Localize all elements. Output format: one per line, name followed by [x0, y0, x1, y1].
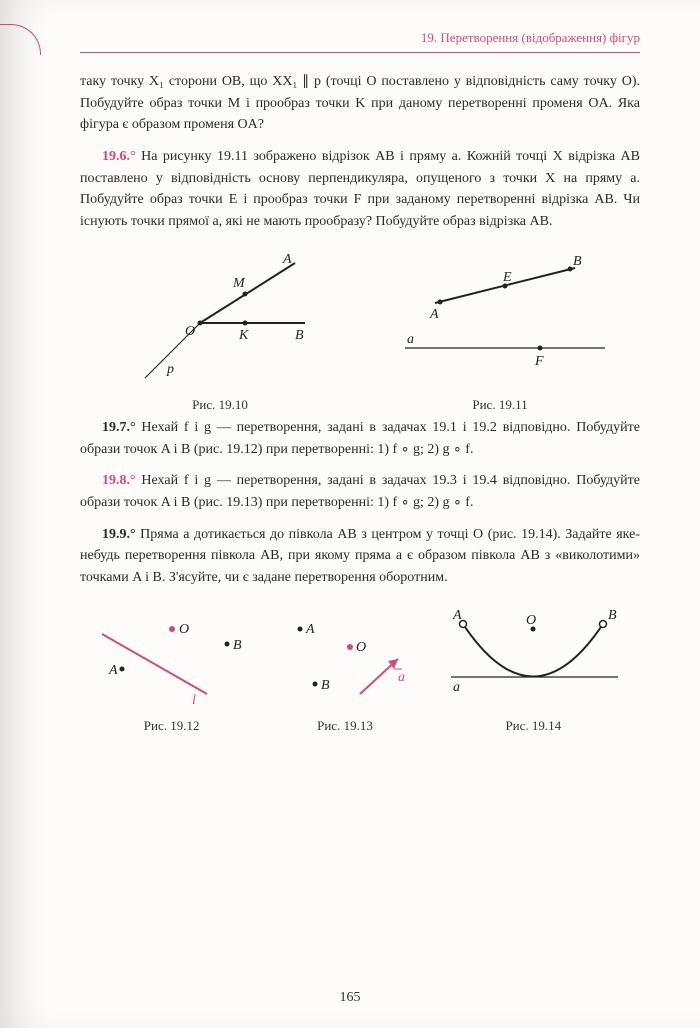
figure-19-14: A B O a Рис. 19.14: [433, 599, 633, 734]
label-O3: O: [179, 622, 189, 637]
label-F: F: [534, 354, 544, 369]
label-A3: A: [108, 663, 118, 678]
caption-19-11: Рис. 19.11: [385, 397, 615, 413]
fig-19-12-svg: O A B l: [87, 599, 257, 714]
figure-19-11: A E B a F Рис. 19.11: [385, 243, 615, 413]
problem-19-8: 19.8.° Нехай f і g — перетворення, задан…: [80, 470, 640, 513]
fig-19-11-svg: A E B a F: [385, 243, 615, 393]
label-B5: B: [608, 608, 617, 623]
problem-number: 19.9.°: [102, 527, 136, 542]
label-a2: a: [398, 670, 405, 685]
label-p: p: [166, 362, 174, 377]
label-a: a: [407, 332, 414, 347]
caption-19-12: Рис. 19.12: [87, 718, 257, 734]
label-A: A: [282, 252, 292, 267]
figure-19-12: O A B l Рис. 19.12: [87, 599, 257, 734]
label-O5: O: [526, 613, 536, 628]
problem-number: 19.7.°: [102, 420, 136, 435]
label-B3: B: [233, 638, 242, 653]
problem-text: Нехай f і g — перетворення, задані в зад…: [80, 473, 640, 510]
caption-19-13: Рис. 19.13: [270, 718, 420, 734]
header-curve: [0, 24, 41, 55]
chapter-header: 19. Перетворення (відображення) фігур: [80, 30, 640, 53]
label-B4: B: [321, 678, 330, 693]
problem-19-9: 19.9.° Пряма a дотикається до півкола AB…: [80, 524, 640, 589]
figure-19-10: A M O K B p Рис. 19.10: [105, 243, 335, 413]
paragraph-continuation: таку точку X₁ сторони OB, що XX₁ ∥ p (то…: [80, 71, 640, 136]
fig-19-14-svg: A B O a: [433, 599, 633, 714]
figure-row-2: O A B l Рис. 19.12 A B O a Ри: [80, 599, 640, 734]
problem-number: 19.8.°: [102, 473, 136, 488]
figure-19-13: A B O a Рис. 19.13: [270, 599, 420, 734]
label-a3: a: [453, 680, 460, 695]
problem-19-6: 19.6.° На рисунку 19.11 зображено відріз…: [80, 146, 640, 233]
label-A4: A: [305, 622, 315, 637]
fig-19-13-svg: A B O a: [270, 599, 420, 714]
figure-row-1: A M O K B p Рис. 19.10 A E B a F: [80, 243, 640, 413]
page: 19. Перетворення (відображення) фігур та…: [0, 0, 700, 1028]
label-B2: B: [573, 254, 582, 269]
caption-19-10: Рис. 19.10: [105, 397, 335, 413]
label-M: M: [232, 276, 246, 291]
problem-text: Нехай f і g — перетворення, задані в зад…: [80, 420, 640, 457]
fig-19-10-svg: A M O K B p: [105, 243, 335, 393]
page-number: 165: [0, 990, 700, 1006]
label-l: l: [192, 693, 196, 708]
label-A5: A: [452, 608, 462, 623]
problem-number: 19.6.°: [102, 149, 136, 164]
label-E: E: [502, 270, 512, 285]
problem-text: Пряма a дотикається до півкола AB з цент…: [80, 527, 640, 585]
caption-19-14: Рис. 19.14: [433, 718, 633, 734]
label-A2: A: [429, 307, 439, 322]
label-B: B: [295, 328, 304, 343]
problem-text: На рисунку 19.11 зображено відрізок AB і…: [80, 149, 640, 229]
problem-19-7: 19.7.° Нехай f і g — перетворення, задан…: [80, 417, 640, 460]
label-O: O: [185, 324, 195, 339]
label-O4: O: [356, 640, 366, 655]
label-K: K: [238, 328, 249, 343]
